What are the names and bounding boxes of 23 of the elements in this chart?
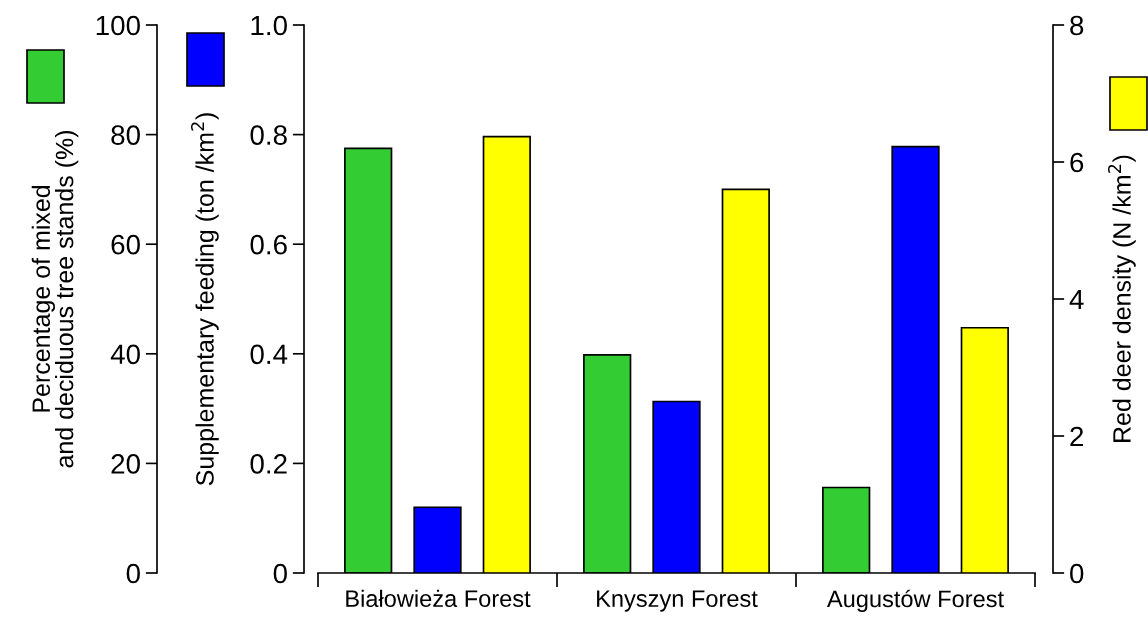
y2-tick-label: 1.0	[251, 15, 287, 36]
x-tick-label: Augustów Forest	[826, 589, 1004, 612]
y2-axis-title: Supplementary feeding (ton /km$^{2}$)	[191, 113, 219, 486]
y2-tick-label: 0.8	[250, 125, 287, 145]
x-tick-label: Białowieża Forest	[346, 589, 531, 608]
y3-tick-label: 2	[1070, 426, 1084, 447]
y3-axis-title: Red deer density (N /km$^{2}$)	[1108, 155, 1136, 442]
y2-tick-label: 0.4	[250, 344, 288, 365]
y-tick-label: 60	[111, 234, 140, 255]
y2-tick-label: 0.2	[250, 454, 287, 474]
y2-tick-label: 0.6	[250, 234, 287, 255]
y-tick-label: 80	[111, 125, 140, 145]
y-tick-label: 40	[110, 344, 140, 365]
y3-tick-label: 8	[1070, 15, 1084, 36]
y-tick-label: 0	[126, 563, 140, 584]
y-axis-title: Percentage of mixed and deciduous tree stands (%)	[31, 131, 79, 468]
y-tick-label: 20	[111, 454, 140, 474]
y3-tick-label: 4	[1069, 289, 1084, 310]
y3-tick-label: 0	[1070, 563, 1084, 584]
y2-tick-label: 0	[273, 563, 287, 584]
x-tick-label: Knyszyn Forest	[597, 590, 758, 612]
y-tick-label: 100	[96, 15, 140, 36]
y3-tick-label: 6	[1070, 152, 1084, 173]
